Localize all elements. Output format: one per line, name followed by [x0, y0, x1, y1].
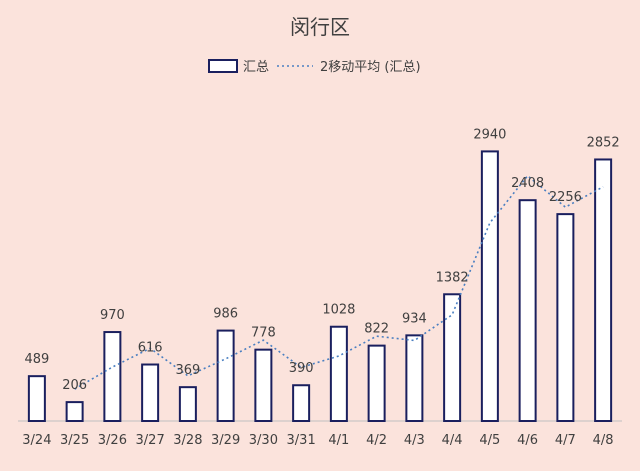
- x-tick-3/26: 3/26: [98, 433, 127, 448]
- x-tick-4/5: 4/5: [479, 433, 500, 448]
- x-tick-4/2: 4/2: [366, 433, 387, 448]
- bars-group: [27, 150, 613, 423]
- x-tick-4/8: 4/8: [593, 433, 614, 448]
- x-tick-4/4: 4/4: [442, 433, 463, 448]
- bar-4/2: [367, 344, 386, 422]
- bar-4/6: [518, 199, 537, 422]
- data-label-3/29: 986: [213, 307, 238, 322]
- x-tick-4/1: 4/1: [328, 433, 349, 448]
- bar-3/28: [178, 386, 197, 422]
- x-tick-3/31: 3/31: [287, 433, 316, 448]
- bar-3/31: [292, 384, 311, 422]
- data-label-3/26: 970: [100, 308, 125, 323]
- bar-3/29: [216, 329, 235, 422]
- x-tick-4/7: 4/7: [555, 433, 576, 448]
- x-tick-3/28: 3/28: [173, 433, 202, 448]
- bar-3/27: [141, 363, 160, 422]
- bar-4/5: [480, 150, 499, 422]
- data-label-4/8: 2852: [587, 135, 620, 150]
- bar-4/7: [556, 213, 575, 422]
- x-tick-4/6: 4/6: [517, 433, 538, 448]
- bar-4/8: [594, 158, 613, 423]
- moving-average-line: [74, 174, 604, 390]
- data-label-3/31: 390: [289, 361, 314, 376]
- bar-4/4: [443, 293, 462, 422]
- x-tick-3/25: 3/25: [60, 433, 89, 448]
- data-label-3/27: 616: [138, 341, 163, 356]
- chart-title: 闵行区: [290, 15, 350, 39]
- data-label-4/7: 2256: [549, 190, 582, 205]
- data-label-4/4: 1382: [436, 270, 469, 285]
- bar-3/25: [65, 401, 84, 423]
- x-tick-labels-group: 3/24 3/25 3/26 3/27 3/28 3/29 3/30 3/31 4/1 4/2 4/…: [22, 433, 613, 448]
- data-label-4/5: 2940: [473, 127, 506, 142]
- bar-4/1: [329, 325, 348, 422]
- data-label-4/1: 1028: [322, 303, 355, 318]
- x-tick-3/27: 3/27: [136, 433, 165, 448]
- data-label-4/2: 822: [364, 322, 389, 337]
- bar-3/30: [254, 348, 273, 423]
- legend: 汇总 2移动平均 (汇总): [208, 59, 421, 75]
- x-tick-3/29: 3/29: [211, 433, 240, 448]
- data-labels-group: 489 206 970 616 369 986 778 390 1028 822 934 1382 29…: [24, 127, 619, 393]
- x-tick-3/24: 3/24: [22, 433, 51, 448]
- bar-3/24: [27, 375, 46, 422]
- data-label-4/6: 2408: [511, 176, 544, 191]
- x-tick-4/3: 4/3: [404, 433, 425, 448]
- legend-label-bar: 汇总: [243, 60, 269, 75]
- data-label-3/25: 206: [62, 378, 87, 393]
- data-label-4/3: 934: [402, 311, 427, 326]
- bar-4/3: [405, 334, 424, 422]
- legend-bar-swatch: [208, 59, 238, 73]
- x-tick-3/30: 3/30: [249, 433, 278, 448]
- legend-label-line: 2移动平均 (汇总): [320, 60, 421, 75]
- data-label-3/30: 778: [251, 326, 276, 341]
- data-label-3/24: 489: [24, 352, 49, 367]
- data-label-3/28: 369: [175, 363, 200, 378]
- bar-3/26: [103, 331, 122, 422]
